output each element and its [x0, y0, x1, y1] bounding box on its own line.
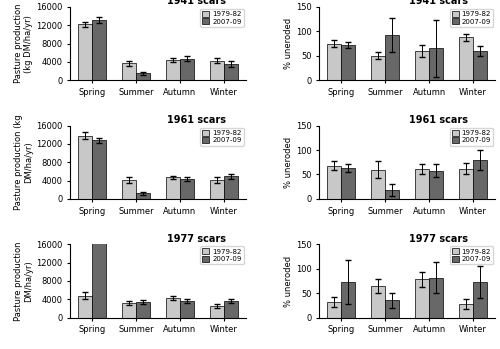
Bar: [136, 73, 150, 80]
Legend: 1979-82, 2007-09: 1979-82, 2007-09: [200, 128, 244, 146]
Y-axis label: % uneroded: % uneroded: [284, 255, 293, 306]
Bar: [342, 45, 355, 80]
Bar: [180, 59, 194, 80]
Legend: 1979-82, 2007-09: 1979-82, 2007-09: [450, 9, 493, 27]
Bar: [415, 51, 429, 80]
Bar: [224, 64, 237, 80]
Bar: [429, 49, 443, 80]
Bar: [224, 177, 237, 199]
Title: 1961 scars: 1961 scars: [167, 115, 226, 125]
Bar: [210, 180, 224, 199]
Bar: [473, 51, 487, 80]
Legend: 1979-82, 2007-09: 1979-82, 2007-09: [450, 128, 493, 146]
Y-axis label: Pasture production
DM/ha/yr): Pasture production DM/ha/yr): [14, 241, 33, 321]
Bar: [166, 177, 179, 199]
Bar: [429, 277, 443, 318]
Bar: [328, 166, 342, 199]
Bar: [371, 56, 386, 80]
Y-axis label: % uneroded: % uneroded: [284, 137, 293, 188]
Bar: [386, 35, 400, 80]
Bar: [386, 300, 400, 318]
Bar: [210, 306, 224, 318]
Bar: [415, 280, 429, 318]
Bar: [342, 282, 355, 318]
Bar: [328, 44, 342, 80]
Y-axis label: Pasture production
(kg DM/ha/yr): Pasture production (kg DM/ha/yr): [14, 4, 33, 83]
Bar: [473, 282, 487, 318]
Bar: [180, 179, 194, 199]
Bar: [459, 37, 473, 80]
Bar: [459, 169, 473, 199]
Bar: [166, 298, 179, 318]
Legend: 1979-82, 2007-09: 1979-82, 2007-09: [450, 246, 493, 264]
Bar: [136, 193, 150, 199]
Title: 1977 scars: 1977 scars: [167, 233, 226, 244]
Bar: [92, 140, 106, 199]
Bar: [122, 63, 136, 80]
Bar: [473, 160, 487, 199]
Legend: 1979-82, 2007-09: 1979-82, 2007-09: [200, 9, 244, 27]
Title: 1941 scars: 1941 scars: [410, 0, 469, 6]
Bar: [122, 303, 136, 318]
Y-axis label: Pasture production (kg
DM/ha/yr): Pasture production (kg DM/ha/yr): [14, 114, 33, 210]
Bar: [371, 286, 386, 318]
Y-axis label: % uneroded: % uneroded: [284, 18, 293, 69]
Bar: [92, 222, 106, 318]
Bar: [342, 168, 355, 199]
Bar: [459, 304, 473, 318]
Title: 1941 scars: 1941 scars: [167, 0, 226, 6]
Bar: [371, 170, 386, 199]
Bar: [328, 302, 342, 318]
Bar: [136, 302, 150, 318]
Bar: [122, 180, 136, 199]
Bar: [210, 60, 224, 80]
Bar: [224, 301, 237, 318]
Bar: [78, 136, 92, 199]
Bar: [78, 296, 92, 318]
Bar: [166, 60, 179, 80]
Title: 1961 scars: 1961 scars: [410, 115, 469, 125]
Bar: [429, 171, 443, 199]
Bar: [415, 169, 429, 199]
Bar: [78, 24, 92, 80]
Bar: [386, 190, 400, 199]
Legend: 1979-82, 2007-09: 1979-82, 2007-09: [200, 246, 244, 264]
Bar: [180, 301, 194, 318]
Title: 1977 scars: 1977 scars: [410, 233, 469, 244]
Bar: [92, 20, 106, 80]
